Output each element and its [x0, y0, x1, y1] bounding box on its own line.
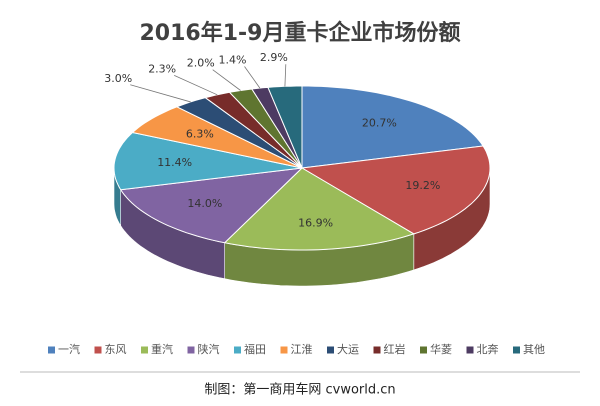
slice-top — [119, 167, 304, 244]
legend-label: 红岩 — [384, 342, 406, 356]
slice — [113, 131, 303, 227]
legend-label: 重汽 — [151, 342, 173, 356]
slice-top — [223, 167, 416, 251]
leader-line — [130, 84, 191, 103]
slice-top — [301, 85, 484, 169]
data-label: 2.3% — [148, 62, 176, 75]
data-label: 6.3% — [186, 127, 214, 140]
leader-line — [174, 75, 218, 96]
legend-label: 东风 — [105, 343, 127, 356]
data-label: 14.0% — [187, 197, 222, 210]
legend-label: 江淮 — [291, 343, 313, 356]
slice — [131, 106, 303, 169]
legend-label: 大运 — [337, 342, 359, 356]
chart-title: 2016年1-9月重卡企业市场份额 — [140, 20, 461, 46]
slice-top — [300, 145, 491, 235]
legend-swatch — [513, 346, 520, 354]
legend-swatch — [94, 346, 102, 354]
legend-label: 华菱 — [430, 342, 452, 356]
slice-top — [113, 131, 303, 191]
legend-label: 一汽 — [58, 342, 80, 356]
data-label: 19.2% — [405, 179, 440, 192]
data-label: 20.7% — [362, 117, 397, 130]
slice — [223, 167, 416, 287]
legend-swatch — [141, 346, 148, 354]
legend-swatch — [187, 346, 195, 354]
slice — [301, 85, 484, 169]
leader-line — [212, 69, 241, 91]
slice-top — [131, 106, 303, 169]
legend-swatch — [280, 346, 288, 354]
leader-line — [284, 64, 287, 87]
legend-swatch — [466, 346, 474, 354]
legend-swatch — [373, 346, 381, 354]
legend-swatch — [48, 346, 55, 354]
data-label: 3.0% — [104, 72, 132, 85]
legend-swatch — [327, 346, 334, 354]
legend-label: 其他 — [523, 343, 545, 356]
legend-swatch — [420, 346, 427, 354]
leader-line — [244, 66, 261, 89]
legend-label: 福田 — [244, 342, 266, 356]
data-label: 2.0% — [187, 57, 215, 70]
legend-label: 陕汽 — [198, 342, 220, 356]
legend-swatch — [234, 346, 241, 354]
data-label: 2.9% — [260, 51, 288, 64]
legend-label: 北奔 — [477, 343, 499, 356]
data-label: 11.4% — [157, 156, 192, 169]
data-label: 1.4% — [219, 54, 247, 67]
source: 制图：第一商用车网 cvworld.cn — [204, 382, 395, 398]
data-label: 16.9% — [298, 216, 333, 229]
